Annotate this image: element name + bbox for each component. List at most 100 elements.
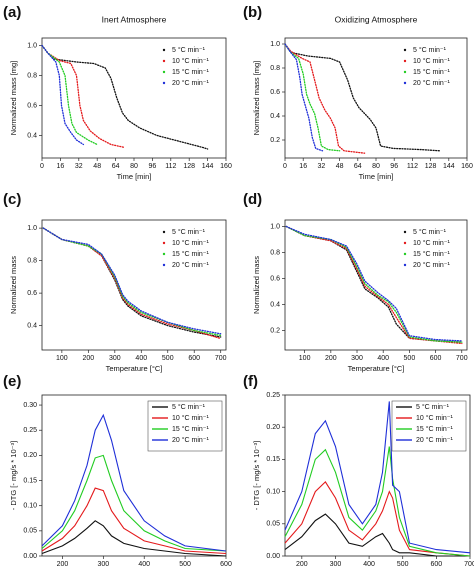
panel-label: (a)	[3, 4, 21, 21]
series-line	[41, 44, 209, 150]
series-line	[41, 520, 227, 557]
series-line	[284, 446, 471, 557]
legend-label: 10 °C min⁻¹	[172, 414, 210, 422]
y-tick-label: 0.00	[266, 553, 280, 560]
legend-label: 5 °C min⁻¹	[172, 228, 206, 236]
series-line	[41, 487, 227, 555]
x-tick-label: 700	[456, 355, 468, 362]
series-line	[41, 454, 227, 552]
x-tick-label: 600	[431, 561, 443, 568]
x-tick-label: 48	[93, 163, 101, 170]
x-axis-label: Time [min]	[117, 172, 152, 181]
x-tick-label: 112	[407, 163, 418, 170]
legend-label: 20 °C min⁻¹	[172, 436, 210, 444]
x-tick-label: 200	[57, 561, 69, 568]
x-tick-label: 600	[430, 355, 442, 362]
chart-title: Inert Atmosphere	[102, 14, 167, 24]
y-axis-label: - DTG [- mg/s * 10⁻³]	[252, 441, 261, 510]
legend-label: 15 °C min⁻¹	[172, 425, 210, 433]
y-tick-label: 0.8	[27, 257, 37, 264]
x-tick-label: 100	[56, 355, 68, 362]
y-tick-label: 0.8	[270, 249, 280, 256]
y-tick-label: 0.4	[27, 322, 37, 329]
series-line	[284, 481, 471, 557]
y-tick-label: 1.0	[27, 42, 37, 49]
y-tick-label: 0.6	[270, 89, 280, 96]
series-line	[285, 225, 463, 342]
legend-swatch	[403, 230, 407, 234]
legend-label: 5 °C min⁻¹	[416, 403, 450, 411]
x-tick-label: 500	[404, 355, 416, 362]
x-tick-label: 32	[75, 163, 83, 170]
x-axis-label: Temperature [°C]	[349, 570, 406, 571]
x-tick-label: 160	[220, 163, 232, 170]
x-tick-label: 96	[149, 163, 157, 170]
y-tick-label: 0.15	[23, 477, 37, 484]
x-tick-label: 144	[443, 163, 455, 170]
x-tick-label: 96	[390, 163, 398, 170]
x-tick-label: 300	[109, 355, 121, 362]
y-tick-label: 0.4	[27, 132, 37, 139]
y-axis-label: - DTG [- mg/s * 10⁻³]	[9, 441, 18, 510]
x-tick-label: 48	[336, 163, 344, 170]
y-tick-label: 0.10	[23, 503, 37, 510]
x-tick-label: 200	[325, 355, 337, 362]
legend-swatch	[162, 59, 166, 63]
series-line	[284, 43, 324, 152]
legend-swatch	[403, 252, 407, 256]
x-tick-label: 0	[283, 163, 287, 170]
legend-label: 15 °C min⁻¹	[413, 250, 451, 258]
x-tick-label: 400	[377, 355, 389, 362]
panel-label: (c)	[3, 191, 21, 208]
x-tick-label: 200	[296, 561, 308, 568]
x-tick-label: 400	[135, 355, 147, 362]
x-tick-label: 300	[97, 561, 109, 568]
y-tick-label: 1.0	[270, 223, 280, 230]
y-tick-label: 0.6	[270, 275, 280, 282]
x-tick-label: 112	[165, 163, 176, 170]
legend-label: 10 °C min⁻¹	[413, 57, 451, 65]
x-tick-label: 600	[188, 355, 200, 362]
legend-label: 5 °C min⁻¹	[172, 403, 206, 411]
y-tick-label: 0.2	[270, 137, 280, 144]
y-tick-label: 0.25	[266, 392, 280, 399]
legend-swatch	[403, 81, 407, 85]
y-tick-label: 0.00	[23, 553, 37, 560]
legend-label: 15 °C min⁻¹	[413, 68, 451, 76]
legend-label: 10 °C min⁻¹	[416, 414, 454, 422]
y-tick-label: 0.10	[266, 488, 280, 495]
legend-swatch	[403, 70, 407, 74]
legend-swatch	[162, 252, 166, 256]
x-axis-label: Temperature [°C]	[106, 570, 163, 571]
legend-label: 10 °C min⁻¹	[172, 57, 210, 65]
x-tick-label: 0	[40, 163, 44, 170]
x-axis-label: Time [min]	[359, 172, 394, 181]
x-tick-label: 600	[220, 561, 232, 568]
y-tick-label: 0.20	[23, 452, 37, 459]
legend-label: 20 °C min⁻¹	[172, 261, 210, 269]
series-line	[41, 44, 126, 149]
legend-label: 15 °C min⁻¹	[172, 68, 210, 76]
x-tick-label: 160	[461, 163, 473, 170]
y-tick-label: 0.2	[270, 327, 280, 334]
series-line	[41, 413, 227, 552]
series-line	[41, 44, 98, 146]
x-tick-label: 128	[425, 163, 437, 170]
x-tick-label: 200	[82, 355, 94, 362]
y-tick-label: 1.0	[270, 41, 280, 48]
legend-label: 15 °C min⁻¹	[172, 250, 210, 258]
plot-frame	[284, 394, 471, 557]
legend-label: 5 °C min⁻¹	[413, 228, 447, 236]
legend-box	[147, 400, 223, 452]
x-tick-label: 64	[112, 163, 120, 170]
legend-swatch	[403, 59, 407, 63]
y-tick-label: 0.15	[266, 456, 280, 463]
plot-frame	[41, 394, 227, 557]
y-tick-label: 0.25	[23, 427, 37, 434]
x-tick-label: 32	[318, 163, 326, 170]
legend-label: 5 °C min⁻¹	[413, 46, 447, 54]
legend-label: 20 °C min⁻¹	[172, 79, 210, 87]
legend-swatch	[162, 81, 166, 85]
y-axis-label: Normalized mass	[252, 256, 261, 314]
series-line	[284, 513, 470, 557]
